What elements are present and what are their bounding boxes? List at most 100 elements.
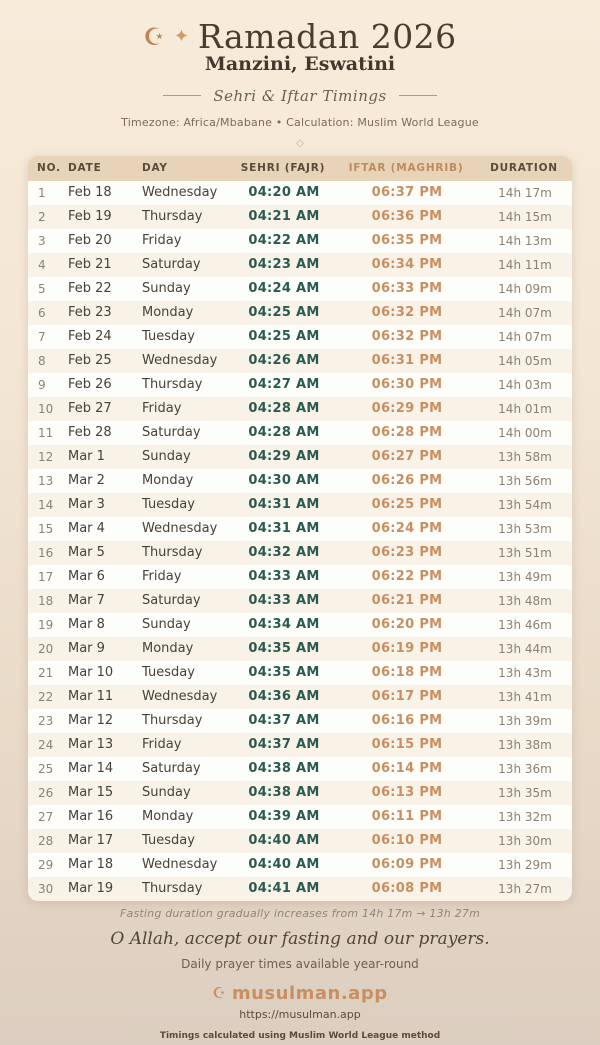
cell-sehri-time: 04:26 AM	[248, 353, 320, 369]
cell-day: Thursday	[142, 209, 203, 225]
cell-iftar-time: 06:21 PM	[371, 593, 443, 609]
cell-day: Monday	[142, 809, 194, 825]
cell-no: 6	[38, 305, 46, 320]
cell-duration: 14h 01m	[498, 401, 552, 416]
cell-no: 2	[38, 209, 46, 224]
cell-date: Feb 24	[68, 329, 112, 345]
cell-date: Feb 28	[68, 425, 112, 441]
cell-duration: 13h 49m	[498, 569, 552, 584]
cell-no: 3	[38, 233, 46, 248]
cell-duration: 13h 29m	[498, 857, 552, 872]
table-row: 11 Feb 28 Saturday 04:28 AM 06:28 PM 14h 00m	[28, 420, 572, 445]
cell-no: 27	[38, 809, 54, 824]
cell-date: Mar 10	[68, 665, 114, 681]
cell-sehri-time: 04:25 AM	[248, 329, 320, 345]
cell-sehri-time: 04:28 AM	[248, 401, 320, 417]
divider-line-left	[163, 95, 202, 97]
location-subtitle: Manzini, Eswatini	[204, 52, 396, 75]
brand-url[interactable]: https://musulman.app	[239, 1007, 361, 1021]
cell-duration: 13h 53m	[498, 521, 552, 536]
cell-duration: 14h 03m	[498, 377, 552, 392]
sparkle-icon: ✦	[173, 26, 189, 48]
table-row: 23 Mar 12 Thursday 04:37 AM 06:16 PM 13h 39m	[28, 708, 572, 733]
cell-date: Mar 12	[68, 713, 114, 729]
table-row: 4 Feb 21 Saturday 04:23 AM 06:34 PM 14h 11m	[28, 252, 572, 277]
cell-no: 29	[38, 857, 54, 872]
cell-iftar-time: 06:35 PM	[371, 233, 443, 249]
cell-date: Mar 11	[68, 689, 114, 705]
cell-no: 12	[38, 449, 54, 464]
cell-sehri-time: 04:27 AM	[248, 377, 320, 393]
cell-no: 9	[38, 377, 46, 392]
cell-date: Mar 7	[68, 593, 105, 609]
cell-iftar-time: 06:29 PM	[371, 401, 443, 417]
table-row: 25 Mar 14 Saturday 04:38 AM 06:14 PM 13h 36m	[28, 756, 572, 781]
dua-text: O Allah, accept our fasting and our pray…	[110, 928, 490, 949]
table-row: 24 Mar 13 Friday 04:37 AM 06:15 PM 13h 38m	[28, 732, 572, 757]
cell-duration: 13h 32m	[498, 809, 552, 824]
cell-duration: 13h 46m	[498, 617, 552, 632]
cell-day: Sunday	[142, 617, 191, 633]
cell-duration: 13h 41m	[498, 689, 552, 704]
cell-iftar-time: 06:30 PM	[371, 377, 443, 393]
cell-iftar-time: 06:16 PM	[371, 713, 443, 729]
cell-date: Mar 13	[68, 737, 114, 753]
table-row: 15 Mar 4 Wednesday 04:31 AM 06:24 PM 13h 53m	[28, 516, 572, 541]
table-row: 3 Feb 20 Friday 04:22 AM 06:35 PM 14h 13m	[28, 228, 572, 253]
cell-sehri-time: 04:36 AM	[248, 689, 320, 705]
cell-sehri-time: 04:24 AM	[248, 281, 320, 297]
cell-sehri-time: 04:33 AM	[248, 569, 320, 585]
cell-date: Feb 26	[68, 377, 112, 393]
cell-duration: 13h 51m	[498, 545, 552, 560]
cell-sehri-time: 04:29 AM	[248, 449, 320, 465]
table-row: 2 Feb 19 Thursday 04:21 AM 06:36 PM 14h 15m	[28, 204, 572, 229]
cell-sehri-time: 04:28 AM	[248, 425, 320, 441]
cell-day: Wednesday	[142, 353, 218, 369]
table-row: 5 Feb 22 Sunday 04:24 AM 06:33 PM 14h 09m	[28, 276, 572, 301]
cell-sehri-time: 04:32 AM	[248, 545, 320, 561]
diamond-ornament-icon: ◇	[296, 137, 304, 149]
cell-date: Mar 18	[68, 857, 114, 873]
table-row: 22 Mar 11 Wednesday 04:36 AM 06:17 PM 13h 41m	[28, 684, 572, 709]
cell-sehri-time: 04:31 AM	[248, 497, 320, 513]
cell-day: Saturday	[142, 257, 201, 273]
table-row: 29 Mar 18 Wednesday 04:40 AM 06:09 PM 13h 29m	[28, 852, 572, 877]
cell-duration: 13h 56m	[498, 473, 552, 488]
cell-iftar-time: 06:28 PM	[371, 425, 443, 441]
page-title: Ramadan 2026	[197, 17, 457, 56]
cell-sehri-time: 04:21 AM	[248, 209, 320, 225]
cell-no: 7	[38, 329, 46, 344]
cell-no: 1	[38, 185, 46, 200]
table-row: 6 Feb 23 Monday 04:25 AM 06:32 PM 14h 07m	[28, 300, 572, 325]
cell-iftar-time: 06:17 PM	[371, 689, 443, 705]
cell-duration: 14h 09m	[498, 281, 552, 296]
cell-day: Wednesday	[142, 521, 218, 537]
timezone-calculation-meta: Timezone: Africa/Mbabane • Calculation: …	[121, 115, 479, 129]
cell-day: Thursday	[142, 377, 203, 393]
cell-date: Mar 19	[68, 881, 114, 897]
cell-iftar-time: 06:27 PM	[371, 449, 443, 465]
timings-card: NO. DATE DAY SEHRI (FAJR) IFTAR (MAGHRIB…	[28, 155, 572, 901]
cell-duration: 13h 30m	[498, 833, 552, 848]
table-row: 8 Feb 25 Wednesday 04:26 AM 06:31 PM 14h 05m	[28, 348, 572, 373]
cell-no: 8	[38, 353, 46, 368]
cell-duration: 13h 27m	[498, 881, 552, 896]
cell-iftar-time: 06:34 PM	[371, 257, 443, 273]
table-row: 12 Mar 1 Sunday 04:29 AM 06:27 PM 13h 58m	[28, 444, 572, 469]
cell-duration: 14h 07m	[498, 305, 552, 320]
cell-iftar-time: 06:18 PM	[371, 665, 443, 681]
cell-no: 24	[38, 737, 54, 752]
cell-no: 14	[38, 497, 54, 512]
cell-duration: 14h 05m	[498, 353, 552, 368]
cell-no: 19	[38, 617, 54, 632]
cell-iftar-time: 06:36 PM	[371, 209, 443, 225]
cell-day: Saturday	[142, 761, 201, 777]
column-header-sehri: SEHRI (FAJR)	[230, 155, 336, 181]
brand-link[interactable]: ☪ musulman.app	[110, 983, 489, 1004]
cell-iftar-time: 06:19 PM	[371, 641, 443, 657]
cell-sehri-time: 04:40 AM	[248, 857, 320, 873]
column-header-iftar: IFTAR (MAGHRIB)	[336, 155, 476, 181]
cell-date: Mar 16	[68, 809, 114, 825]
cell-no: 18	[38, 593, 54, 608]
cell-iftar-time: 06:13 PM	[371, 785, 443, 801]
